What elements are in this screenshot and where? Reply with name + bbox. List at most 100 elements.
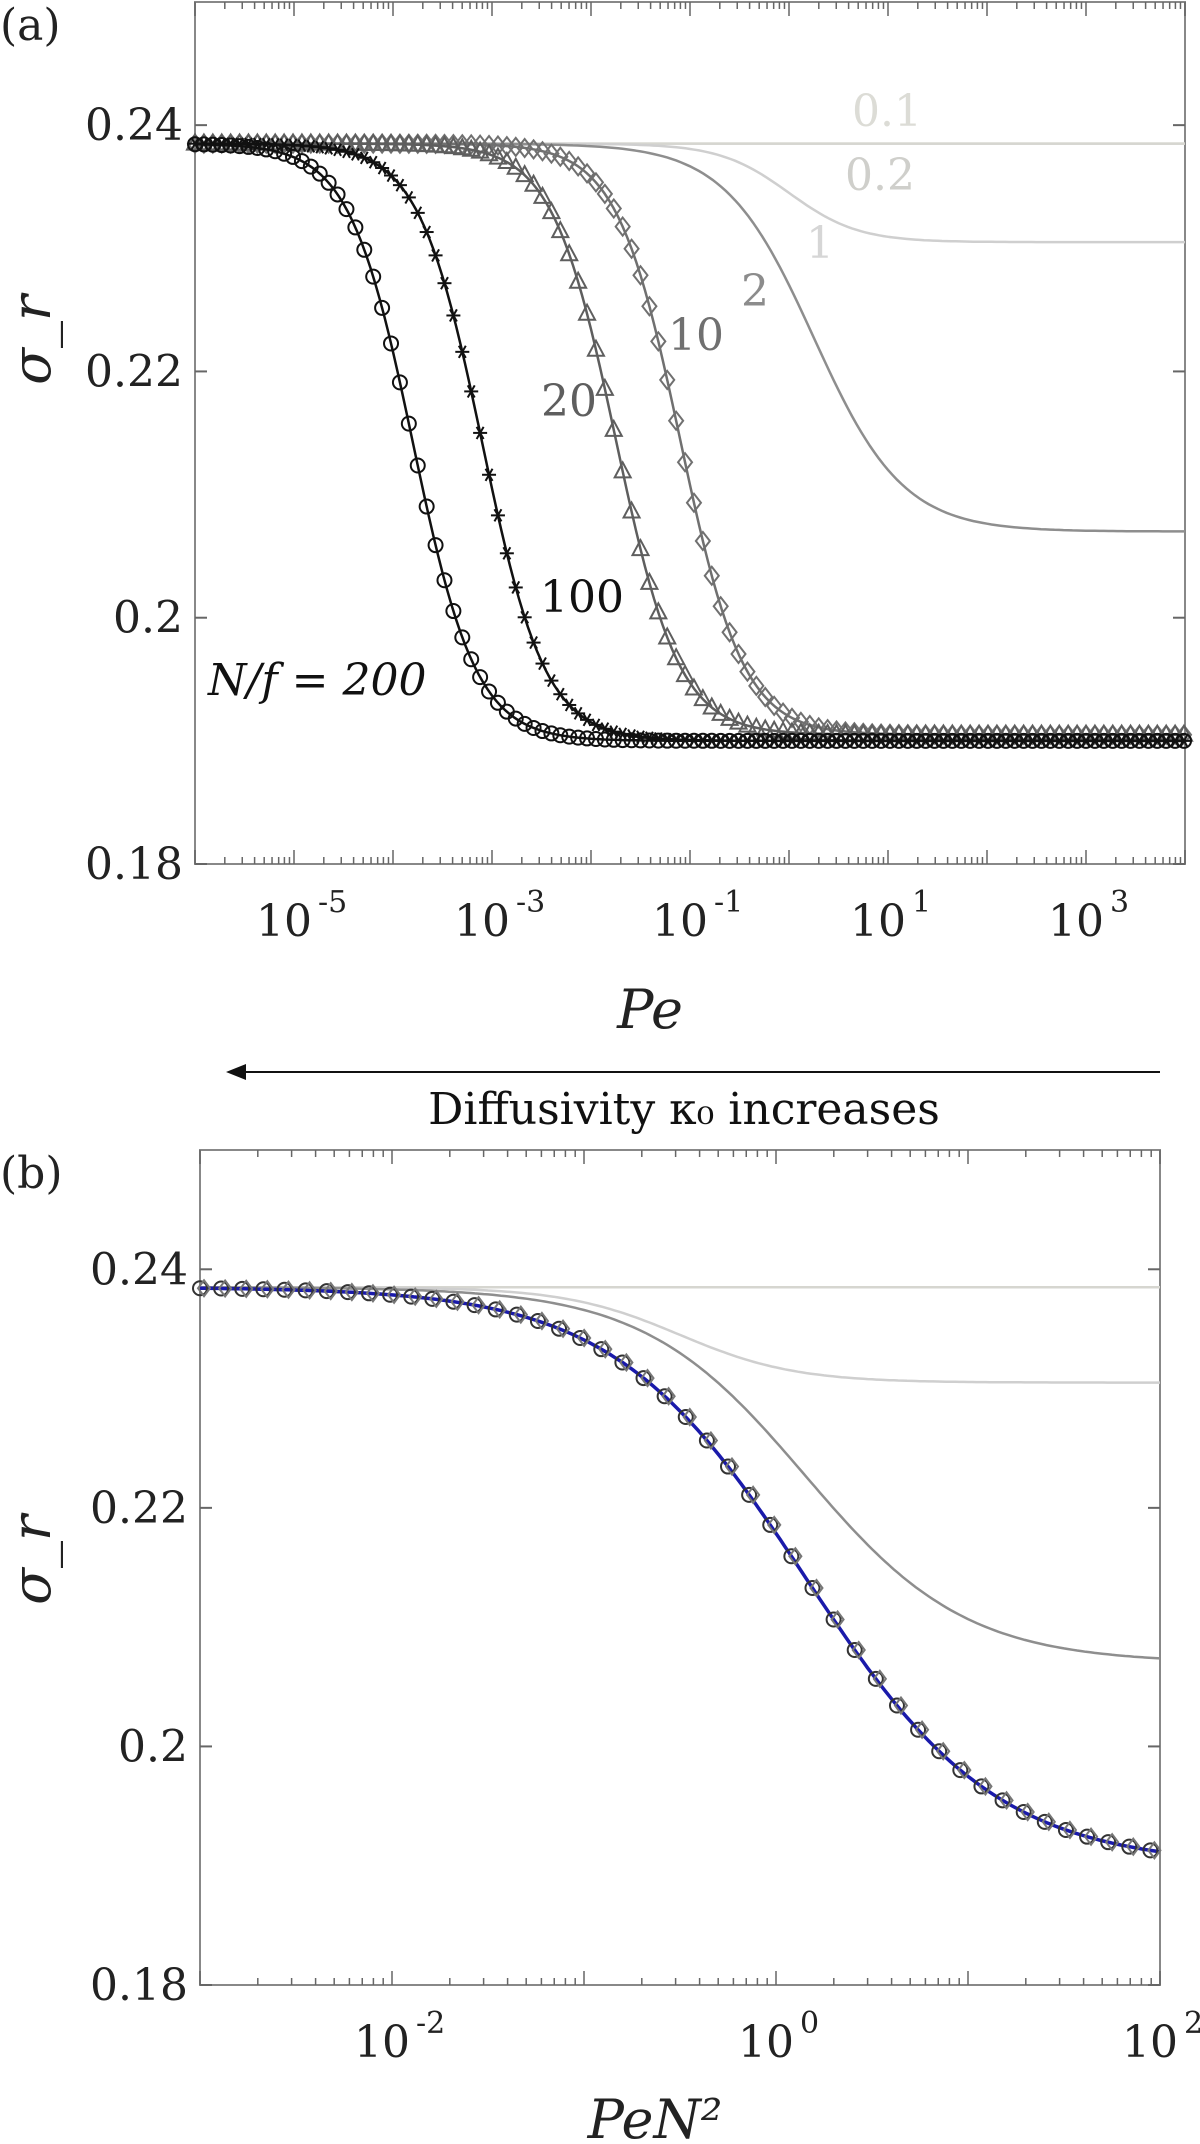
marker-asterisk — [526, 636, 541, 650]
marker-diamond — [667, 410, 685, 432]
marker-diamond — [682, 1407, 698, 1427]
xtick-label: 10 — [354, 2017, 410, 2068]
marker-circle — [1104, 732, 1121, 749]
marker-diamond — [661, 1386, 676, 1406]
marker-circle — [846, 1642, 863, 1659]
marker-diamond — [534, 1311, 550, 1331]
marker-circle — [917, 732, 934, 749]
marker-circle — [825, 1611, 842, 1628]
marker-circle — [899, 732, 916, 749]
marker-circle — [668, 732, 685, 749]
marker-asterisk — [312, 140, 327, 154]
xtick-label: 10 — [1122, 2017, 1178, 2068]
marker-diamond — [471, 1295, 486, 1315]
panel-a-ticks — [194, 2, 1186, 865]
marker-diamond — [632, 264, 649, 286]
marker-asterisk — [464, 384, 479, 398]
marker-circle — [935, 732, 952, 749]
series-line-20 — [195, 142, 1185, 736]
marker-circle — [276, 145, 293, 162]
marker-diamond — [703, 1430, 719, 1451]
marker-diamond — [872, 1669, 888, 1689]
marker-circle — [587, 731, 604, 748]
marker-circle — [926, 732, 943, 749]
marker-diamond — [513, 1304, 529, 1325]
marker-diamond — [1147, 1840, 1162, 1860]
marker-circle — [360, 1285, 377, 1302]
ytick-label: 0.18 — [90, 1960, 188, 2011]
marker-asterisk — [553, 687, 568, 701]
marker-circle — [529, 1312, 546, 1329]
marker-circle — [1158, 732, 1175, 749]
marker-circle — [507, 710, 524, 727]
marker-circle — [403, 1288, 420, 1305]
marker-circle — [650, 732, 667, 749]
marker-diamond — [694, 530, 712, 552]
ytick-label: 0.24 — [85, 100, 183, 151]
marker-diamond — [641, 295, 658, 317]
marker-triangle — [604, 418, 624, 437]
marker-circle — [192, 1280, 208, 1297]
marker-diamond — [914, 1720, 930, 1740]
marker-circle — [454, 629, 471, 646]
marker-diamond — [1083, 1826, 1099, 1847]
marker-triangle — [425, 134, 446, 153]
marker-triangle — [470, 140, 490, 159]
marker-circle — [837, 732, 854, 749]
marker-circle — [374, 299, 391, 316]
marker-triangle — [559, 243, 579, 262]
marker-circle — [249, 140, 266, 157]
panel-b-ticks — [199, 1150, 1161, 1986]
marker-circle — [463, 651, 480, 668]
marker-diamond — [999, 1790, 1014, 1810]
marker-circle — [222, 137, 239, 154]
ytick-label: 0.2 — [118, 1721, 188, 1772]
xtick-exponent: 0 — [800, 2006, 819, 2041]
marker-circle — [231, 138, 248, 155]
marker-circle — [766, 732, 783, 749]
marker-circle — [267, 143, 284, 160]
marker-asterisk — [410, 206, 425, 220]
marker-diamond — [1020, 1802, 1035, 1822]
marker-circle — [997, 732, 1014, 749]
marker-triangle — [443, 135, 464, 155]
marker-circle — [320, 174, 337, 191]
panel-b-frame — [199, 1149, 1161, 1986]
marker-triangle — [693, 688, 713, 707]
panel-a-x-tick-labels: 10 -5 10 -3 10 -1 10 1 10 3 — [256, 885, 1129, 947]
marker-diamond — [569, 155, 587, 177]
marker-diamond — [745, 1485, 761, 1505]
marker-diamond — [619, 1352, 634, 1373]
ytick-label: 0.22 — [85, 346, 183, 397]
marker-circle — [525, 719, 542, 736]
marker-circle — [481, 683, 498, 700]
marker-circle — [382, 1286, 399, 1303]
marker-circle — [318, 1283, 335, 1300]
marker-circle — [551, 1320, 568, 1337]
marker-triangle — [550, 219, 570, 239]
marker-circle — [311, 165, 328, 182]
marker-circle — [873, 732, 890, 749]
marker-circle — [347, 219, 364, 236]
marker-diamond — [196, 1278, 212, 1298]
marker-circle — [258, 141, 275, 158]
marker-circle — [1149, 732, 1166, 749]
marker-circle — [1131, 732, 1148, 749]
marker-circle — [391, 374, 408, 391]
marker-diamond — [614, 215, 631, 238]
marker-circle — [888, 1697, 905, 1714]
annotation-10: 10 — [668, 310, 724, 361]
annotation-100: 100 — [540, 572, 624, 623]
arrow-head — [226, 1064, 246, 1080]
marker-diamond — [935, 1741, 951, 1761]
marker-circle — [828, 732, 845, 749]
marker-triangle — [666, 647, 686, 666]
ytick-label: 0.24 — [90, 1244, 188, 1295]
arrow-text: Diffusivity κ₀ increases — [428, 1084, 940, 1135]
marker-triangle — [416, 133, 437, 153]
marker-triangle — [755, 718, 775, 737]
xtick-exponent: 2 — [1184, 2006, 1200, 2041]
marker-circle — [276, 1281, 293, 1298]
marker-asterisk — [544, 674, 559, 688]
annotation-0-1: 0.1 — [852, 86, 922, 137]
